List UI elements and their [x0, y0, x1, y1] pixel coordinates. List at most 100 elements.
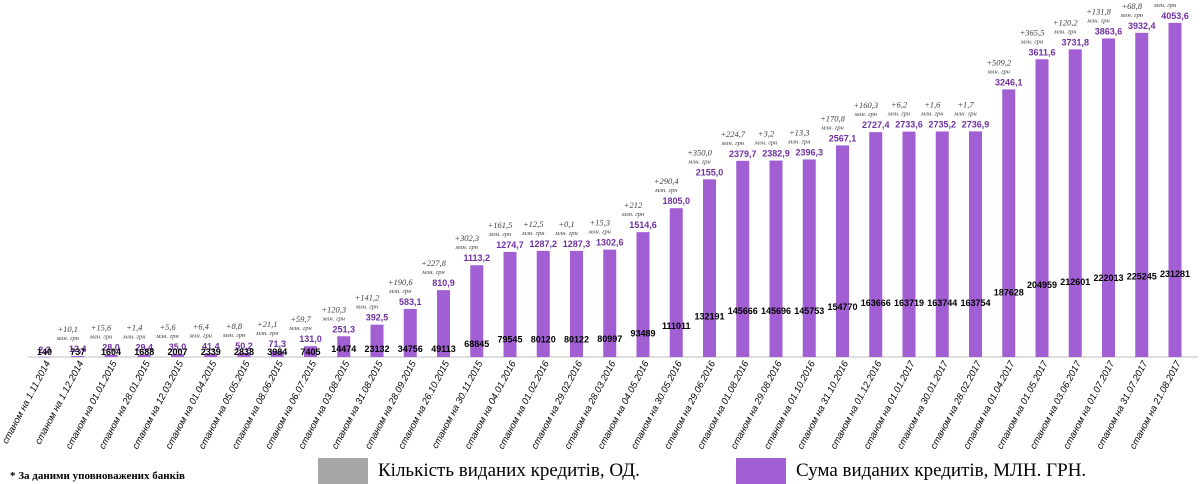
sum-bar [570, 250, 583, 357]
increment-label: +15,6 [91, 323, 112, 333]
increment-label: +161,5 [488, 220, 513, 230]
increment-unit: млн. грн [820, 124, 843, 131]
sum-value-label: 131,0 [299, 334, 322, 344]
sum-bar [71, 355, 85, 357]
sum-value-label: 2155,0 [696, 167, 724, 177]
count-value-label: 163719 [894, 298, 924, 308]
sum-bar [902, 131, 916, 357]
sum-value-label: 3932,4 [1128, 21, 1156, 31]
increment-unit: млн. грн [189, 333, 212, 340]
count-value-label: 7405 [300, 347, 320, 357]
count-value-label: 225245 [1127, 271, 1157, 281]
sum-bar [703, 179, 716, 357]
increment-label: +121,2 [1153, 0, 1179, 1]
count-value-label: 154770 [827, 302, 857, 312]
increment-label: +15,3 [589, 218, 610, 228]
sum-bar [836, 145, 849, 357]
sum-value-label: 3611,6 [1028, 47, 1055, 57]
increment-unit: млн. грн [521, 230, 544, 237]
count-value-label: 163754 [960, 298, 990, 308]
increment-label: +224,7 [720, 129, 746, 139]
increment-label: +131,8 [1086, 6, 1112, 16]
sum-bar [536, 250, 550, 357]
increment-label: +12,5 [523, 219, 544, 229]
count-value-label: 140 [37, 347, 52, 357]
increment-unit: млн. грн [1020, 38, 1043, 45]
sum-bar [137, 354, 151, 357]
sum-value-label: 2567,1 [829, 133, 857, 143]
increment-unit: млн. грн [754, 140, 777, 147]
increment-label: +3,2 [758, 129, 775, 139]
increment-label: +160,3 [853, 100, 878, 110]
legend-item-count: Кількість виданих кредитів, ОД. [318, 458, 640, 484]
count-value-label: 2838 [234, 347, 254, 357]
sum-bar [869, 132, 883, 357]
increment-unit: млн. грн [255, 330, 278, 337]
sum-bar [304, 346, 317, 357]
increment-label: +350,0 [687, 147, 713, 157]
count-value-label: 2007 [167, 347, 187, 357]
increment-label: +1,7 [957, 99, 974, 109]
increment-unit: млн. грн [588, 229, 611, 236]
count-value-label: 80122 [564, 334, 589, 344]
sum-value-label: 71,3 [268, 339, 286, 349]
sum-bar [38, 356, 51, 358]
sum-value-label: 810,9 [432, 278, 455, 288]
sum-value-label: 1287,3 [563, 239, 591, 249]
sum-value-label: 41,4 [202, 342, 220, 352]
increment-label: +365,5 [1020, 27, 1045, 37]
sum-value-label: 3731,8 [1061, 37, 1089, 47]
count-value-label: 3984 [267, 347, 287, 357]
count-value-label: 79545 [497, 335, 522, 345]
increment-label: +227,8 [421, 258, 447, 268]
sum-value-label: 12,4 [69, 344, 87, 354]
sum-bar [1168, 22, 1182, 358]
increment-label: +59,7 [290, 314, 311, 324]
legend-swatch-sum [736, 458, 786, 484]
increment-label: +170,8 [820, 113, 846, 123]
increment-unit: млн. грн [89, 334, 112, 341]
sum-value-label: 1302,6 [596, 238, 624, 248]
increment-unit: млн. грн [388, 288, 411, 295]
sum-value-label: 28,0 [102, 343, 120, 353]
count-value-label: 1688 [134, 347, 154, 357]
increment-label: +1,4 [126, 323, 143, 333]
sum-bar [104, 354, 118, 357]
sum-bar [969, 131, 982, 357]
increment-unit: млн. грн [887, 111, 910, 118]
legend-label-count: Кількість виданих кредитів, ОД. [378, 460, 640, 481]
count-value-label: 163744 [927, 298, 957, 308]
increment-label: +21,1 [257, 319, 278, 329]
increment-unit: млн. грн [455, 244, 478, 251]
count-value-label: 145666 [728, 306, 758, 316]
increment-label: +0,1 [558, 219, 574, 229]
count-value-label: 163666 [861, 298, 891, 308]
sum-value-label: 583,1 [399, 297, 422, 307]
count-value-label: 111011 [662, 321, 691, 331]
sum-bar [636, 232, 650, 357]
increment-unit: млн. грн [1053, 28, 1076, 35]
sum-value-label: 2,3 [38, 345, 51, 355]
sum-value-label: 2396,3 [795, 147, 823, 157]
increment-unit: млн. грн [554, 230, 577, 237]
sum-value-label: 2727,4 [862, 120, 890, 130]
increment-unit: млн. грн [122, 334, 145, 341]
increment-unit: млн. грн [322, 315, 345, 322]
count-value-label: 80120 [531, 334, 556, 344]
increment-label: +190,6 [388, 277, 414, 287]
sum-bar [370, 324, 384, 357]
count-value-label: 80997 [597, 334, 622, 344]
sum-bar [237, 352, 251, 357]
increment-unit: млн. грн [687, 158, 710, 165]
count-value-label: 49113 [431, 344, 456, 354]
increment-label: +1,6 [924, 100, 941, 110]
sum-value-label: 3246,1 [995, 77, 1023, 87]
increment-unit: млн. грн [987, 68, 1010, 75]
increment-unit: млн. грн [288, 325, 311, 332]
count-value-label: 145753 [794, 306, 824, 316]
sum-bar [503, 251, 517, 357]
increment-label: +10,1 [57, 324, 78, 334]
sum-value-label: 2736,9 [962, 119, 990, 129]
legend-item-sum: Сума виданих кредитів, МЛН. ГРН. [736, 458, 1086, 484]
